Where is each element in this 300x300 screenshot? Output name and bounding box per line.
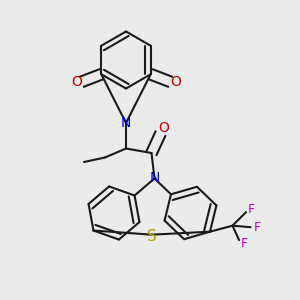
Text: F: F <box>254 221 261 234</box>
Text: F: F <box>241 237 248 250</box>
Text: O: O <box>170 75 181 89</box>
Text: F: F <box>248 203 255 216</box>
Text: O: O <box>71 75 82 89</box>
Text: S: S <box>147 229 157 244</box>
Text: N: N <box>121 116 131 130</box>
Text: N: N <box>149 172 160 185</box>
Text: O: O <box>158 121 169 135</box>
